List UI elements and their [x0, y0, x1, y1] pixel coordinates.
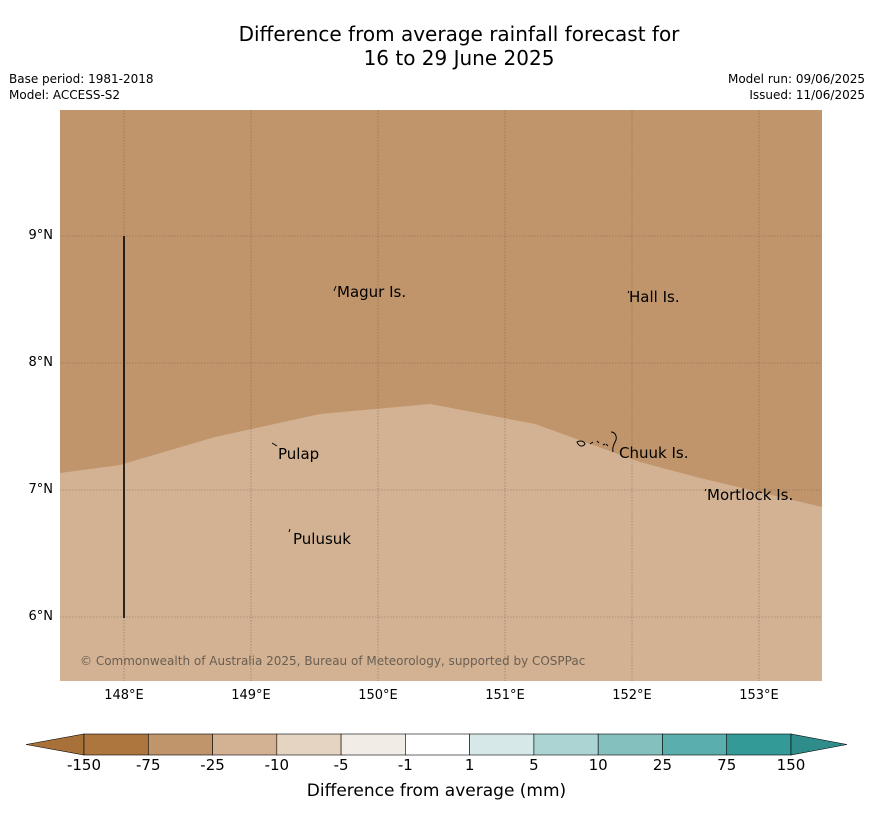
colorbar-segment — [340, 733, 406, 756]
colorbar-segment — [83, 733, 149, 756]
colorbar-segment — [212, 733, 278, 756]
colorbar-segment — [405, 733, 470, 756]
colorbar-tick-label: -150 — [66, 756, 102, 774]
colorbar-segment — [533, 733, 599, 756]
issued-date: Issued: 11/06/2025 — [749, 88, 865, 102]
colorbar-arrow-right — [790, 733, 848, 756]
colorbar-label: Difference from average (mm) — [306, 781, 567, 801]
place-chuuk-is: Chuuk Is. — [619, 444, 689, 462]
colorbar-tick-label: -10 — [264, 756, 290, 774]
base-period: Base period: 1981-2018 — [9, 72, 154, 86]
colorbar-tick-label: 1 — [464, 756, 475, 774]
map-drier-band — [60, 404, 822, 681]
colorbar-segment — [276, 733, 342, 756]
colorbar-tick-label: 150 — [776, 756, 806, 774]
lat-label-6n: 6°N — [28, 609, 54, 624]
meta-right: Model run: 09/06/2025 Issued: 11/06/2025 — [728, 71, 865, 103]
lon-label-151e: 151°E — [485, 688, 525, 703]
lat-label-8n: 8°N — [28, 355, 54, 370]
model-run: Model run: 09/06/2025 — [727, 72, 865, 86]
title-line-1: Difference from average rainfall forecas… — [238, 22, 680, 46]
model-name: Model: ACCESS-S2 — [9, 88, 121, 102]
lon-label-149e: 149°E — [231, 688, 271, 703]
chart-title: Difference from average rainfall forecas… — [0, 22, 873, 70]
colorbar-segment — [726, 733, 792, 756]
place-mortlock-is: Mortlock Is. — [707, 486, 794, 504]
lon-label-150e: 150°E — [358, 688, 398, 703]
meta-left: Base period: 1981-2018 Model: ACCESS-S2 — [9, 71, 154, 103]
colorbar-tick-label: 10 — [588, 756, 608, 774]
lon-label-153e: 153°E — [739, 688, 779, 703]
colorbar-segment — [469, 733, 535, 756]
forecast-map — [60, 110, 822, 681]
place-pulap: Pulap — [278, 445, 320, 463]
colorbar-tick-label: -5 — [333, 756, 349, 774]
colorbar-segment — [662, 733, 728, 756]
place-pulusuk: Pulusuk — [293, 530, 351, 548]
colorbar-segment — [147, 733, 213, 756]
lat-label-9n: 9°N — [28, 228, 54, 243]
colorbar-tick-label: -1 — [397, 756, 413, 774]
place-hall-is: Hall Is. — [629, 288, 680, 306]
colorbar-tick-label: -75 — [136, 756, 161, 774]
colorbar-tick-label: 75 — [717, 756, 737, 774]
copyright-notice: © Commonwealth of Australia 2025, Bureau… — [80, 654, 586, 668]
title-line-2: 16 to 29 June 2025 — [363, 46, 555, 70]
lat-label-7n: 7°N — [28, 482, 54, 497]
lon-label-148e: 148°E — [104, 688, 144, 703]
place-magur-is: Magur Is. — [337, 283, 407, 301]
colorbar-tick-label: 5 — [529, 756, 539, 774]
island-outlines — [271, 285, 707, 533]
colorbar-tick-label: 25 — [652, 756, 672, 774]
colorbar-segment — [597, 733, 663, 756]
colorbar-arrow-left — [25, 733, 85, 756]
lon-label-152e: 152°E — [612, 688, 652, 703]
colorbar-tick-label: -25 — [200, 756, 225, 774]
